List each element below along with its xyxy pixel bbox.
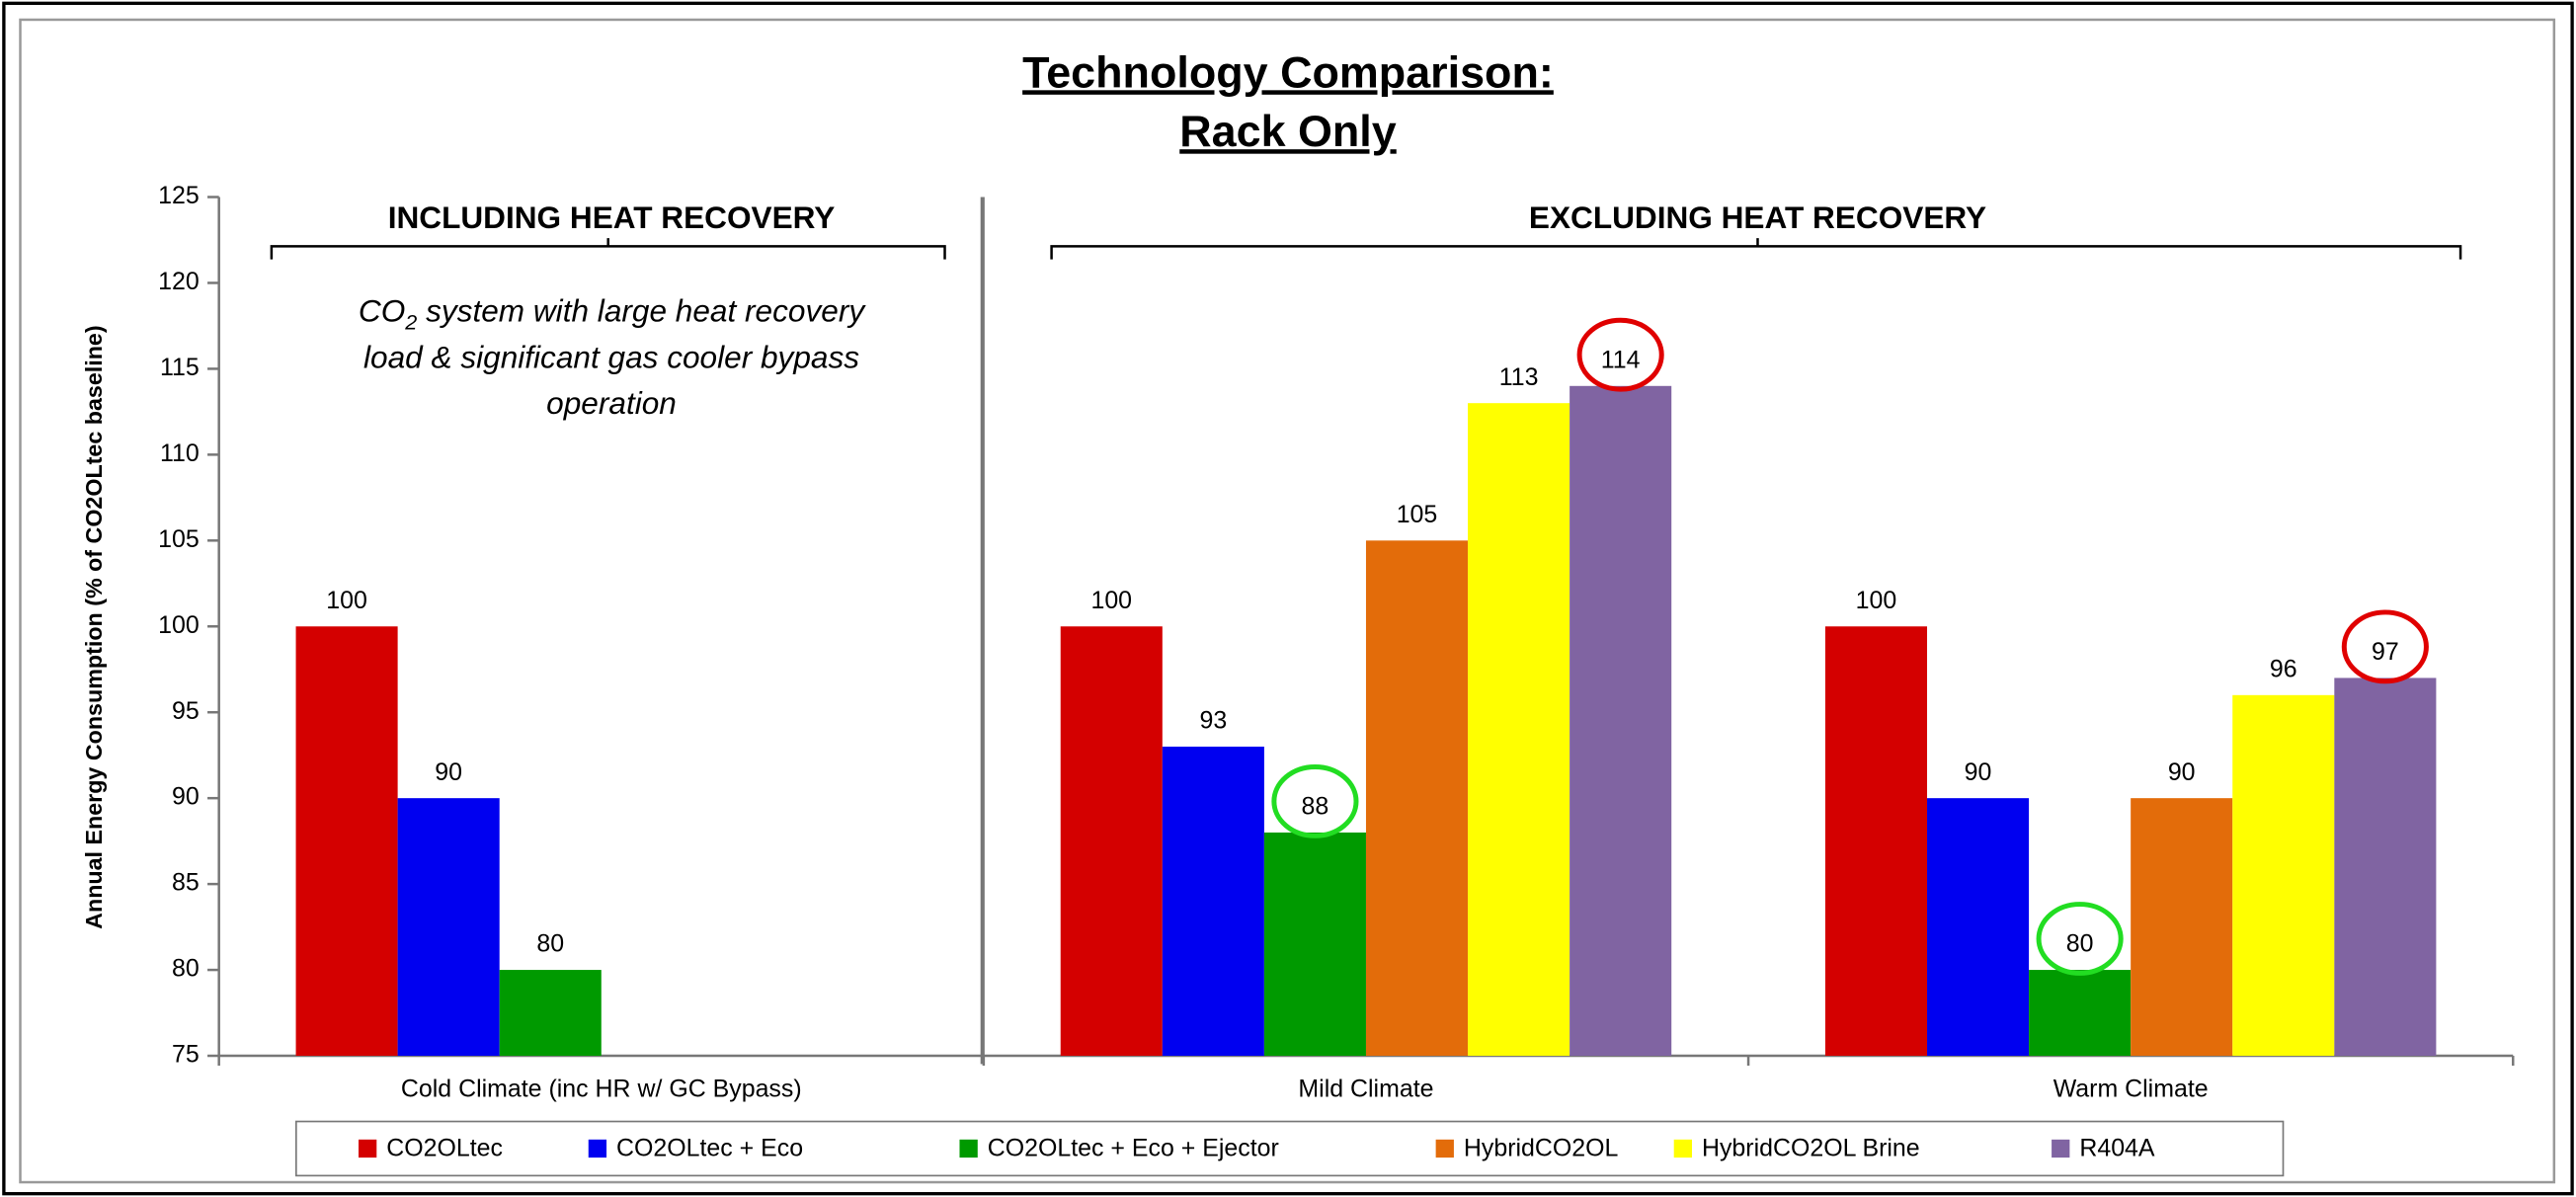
y-tick-label: 110 <box>160 439 200 467</box>
value-label: 97 <box>2372 638 2399 666</box>
value-label: 113 <box>1499 363 1539 391</box>
value-label: 100 <box>1856 587 1897 614</box>
value-label: 80 <box>2066 930 2094 958</box>
bar <box>1468 403 1570 1057</box>
bar <box>397 798 500 1057</box>
bar <box>1263 832 1366 1057</box>
legend-swatch <box>588 1139 607 1158</box>
note-text: CO <box>359 293 405 329</box>
legend-box <box>294 1120 2285 1177</box>
value-label: 96 <box>2270 655 2297 682</box>
y-tick-label: 95 <box>172 697 200 725</box>
bar <box>1927 798 2030 1057</box>
inner-frame <box>19 18 2556 1184</box>
y-tick-label: 85 <box>172 869 200 897</box>
bar <box>2131 798 2233 1057</box>
y-tick-label: 100 <box>158 611 200 639</box>
bar <box>295 626 398 1057</box>
x-tick-label: Cold Climate (inc HR w/ GC Bypass) <box>401 1076 802 1103</box>
x-tick-label: Warm Climate <box>2053 1076 2209 1103</box>
highlight-ring <box>1576 317 1664 392</box>
note-subscript: 2 <box>404 309 417 334</box>
note: operation <box>546 385 677 421</box>
y-tick-label: 125 <box>158 182 200 209</box>
note-text: system with large heat recovery <box>417 293 866 329</box>
note: load & significant gas cooler bypass <box>363 339 859 374</box>
value-label: 100 <box>326 587 367 614</box>
value-label: 105 <box>1397 501 1438 528</box>
y-axis-label: Annual Energy Consumption (% of CO2OLtec… <box>81 325 107 928</box>
y-tick-label: 80 <box>172 955 200 983</box>
legend-label: HybridCO2OL Brine <box>1702 1134 1920 1161</box>
legend-label: CO2OLtec + Eco <box>616 1134 803 1161</box>
y-tick-label: 105 <box>158 525 200 553</box>
y-tick-label: 115 <box>160 354 200 381</box>
value-label: 88 <box>1302 793 1329 821</box>
legend-swatch <box>1673 1139 1692 1158</box>
note: CO2 system with large heat recovery <box>359 293 866 334</box>
legend-label: HybridCO2OL <box>1464 1134 1619 1161</box>
x-tick-label: Mild Climate <box>1298 1076 1433 1103</box>
y-tick-label: 120 <box>158 268 200 295</box>
bar <box>499 970 602 1057</box>
section-label: EXCLUDING HEAT RECOVERY <box>1529 200 1986 235</box>
value-label: 100 <box>1090 587 1132 614</box>
bar <box>1365 540 1469 1057</box>
legend-swatch <box>358 1139 377 1158</box>
legend-swatch <box>1435 1139 1454 1158</box>
legend-swatch <box>2052 1139 2070 1158</box>
legend-label: CO2OLtec <box>386 1134 503 1161</box>
y-tick-label: 75 <box>172 1041 200 1069</box>
bar <box>1060 626 1163 1057</box>
legend-label: R404A <box>2079 1134 2155 1161</box>
bar <box>1570 385 1672 1057</box>
value-label: 93 <box>1199 707 1227 735</box>
bar <box>2334 678 2437 1057</box>
value-label: 90 <box>1965 758 1992 786</box>
bracket <box>270 238 946 260</box>
section-label: INCLUDING HEAT RECOVERY <box>388 200 836 235</box>
highlight-ring <box>2036 902 2124 976</box>
chart-title: Technology Comparison: <box>1022 46 1554 97</box>
bar <box>1162 746 1264 1057</box>
value-label: 90 <box>2168 758 2196 786</box>
highlight-ring <box>2341 609 2429 684</box>
y-tick-label: 90 <box>172 783 200 811</box>
bar <box>1824 626 1928 1057</box>
legend-label: CO2OLtec + Eco + Ejector <box>988 1134 1279 1161</box>
bar <box>2232 694 2335 1057</box>
chart-title: Rack Only <box>1179 106 1397 156</box>
value-label: 80 <box>536 930 564 958</box>
legend-swatch <box>959 1139 978 1158</box>
bar <box>2029 970 2132 1057</box>
value-label: 114 <box>1601 346 1641 373</box>
bracket <box>1050 238 2462 260</box>
value-label: 90 <box>435 758 462 786</box>
highlight-ring <box>1271 763 1359 838</box>
